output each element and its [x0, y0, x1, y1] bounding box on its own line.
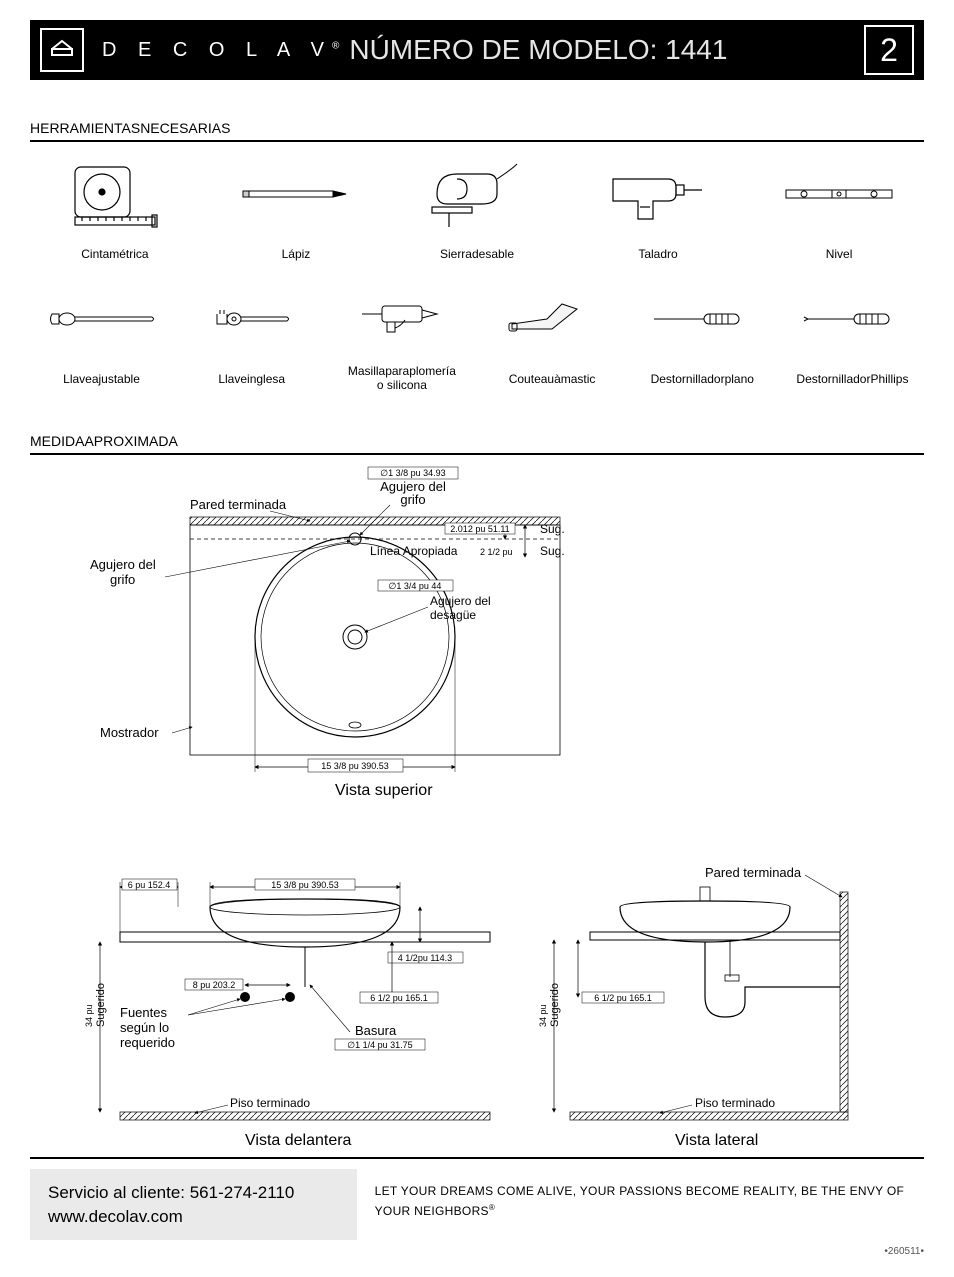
tool-label: Couteauàmastic	[509, 365, 596, 393]
tool-label: Destornilladorplano	[651, 365, 754, 393]
svg-text:Pared terminada: Pared terminada	[190, 497, 287, 512]
header-bar: D E C O L A V® NÚMERO DE MODELO: 1441 2	[30, 20, 924, 80]
adj-wrench-icon	[47, 279, 157, 359]
svg-text:Basura: Basura	[355, 1023, 397, 1038]
tool-label: Cintamétrica	[81, 240, 148, 268]
footer-contact: Servicio al cliente: 561-274-2110 www.de…	[30, 1169, 357, 1241]
level-icon	[784, 154, 894, 234]
svg-text:desagüe: desagüe	[430, 608, 476, 622]
svg-text:6 pu 152.4: 6 pu 152.4	[128, 880, 171, 890]
phillips-screwdriver-icon	[802, 279, 902, 359]
svg-text:Sugerido: Sugerido	[549, 983, 561, 1027]
svg-text:Línea Apropiada: Línea Apropiada	[370, 544, 458, 558]
svg-text:Agujero del: Agujero del	[430, 594, 491, 608]
tool-tape: Cintamétrica	[30, 154, 200, 268]
tool-label: Nivel	[826, 240, 853, 268]
section-measure-title: MEDIDAAPROXIMADA	[30, 433, 924, 455]
svg-text:2 1/2 pu: 2 1/2 pu	[480, 547, 513, 557]
logo-icon	[40, 28, 84, 72]
pencil-icon	[241, 154, 351, 234]
section-tools-title: HERRAMIENTASNECESARIAS	[30, 120, 924, 142]
svg-text:Vista lateral: Vista lateral	[675, 1132, 758, 1149]
tool-label: Llaveajustable	[63, 365, 140, 393]
svg-text:requerido: requerido	[120, 1035, 175, 1050]
pipe-wrench-icon	[212, 279, 292, 359]
svg-text:6 1/2 pu 165.1: 6 1/2 pu 165.1	[370, 993, 428, 1003]
svg-text:6 1/2 pu 165.1: 6 1/2 pu 165.1	[594, 993, 652, 1003]
caulk-gun-icon	[357, 278, 447, 358]
model-number: NÚMERO DE MODELO: 1441	[349, 34, 727, 66]
svg-text:grifo: grifo	[400, 492, 425, 507]
footer: Servicio al cliente: 561-274-2110 www.de…	[30, 1157, 924, 1258]
svg-text:34 pu: 34 pu	[84, 1004, 94, 1027]
svg-text:Pared terminada: Pared terminada	[705, 865, 802, 880]
footer-tagline: LET YOUR DREAMS COME ALIVE, YOUR PASSION…	[357, 1169, 924, 1241]
svg-text:Sug.: Sug.	[540, 544, 565, 558]
svg-text:Agujero del: Agujero del	[90, 557, 156, 572]
flat-screwdriver-icon	[652, 279, 752, 359]
diagram-area: 15 3/8 pu 390.53 Pared terminada ∅1 3/8 …	[30, 467, 924, 1147]
svg-text:34 pu: 34 pu	[538, 1004, 548, 1027]
svg-text:Sugerido: Sugerido	[95, 983, 107, 1027]
svg-text:15 3/8 pu 390.53: 15 3/8 pu 390.53	[321, 761, 389, 771]
jigsaw-icon	[427, 154, 527, 234]
tool-phillips-screwdriver: DestornilladorPhillips	[781, 278, 924, 393]
document-id: •260511•	[30, 1246, 924, 1257]
brand-name: D E C O L A V®	[102, 39, 339, 62]
svg-text:∅1 3/4 pu 44: ∅1 3/4 pu 44	[389, 581, 442, 591]
svg-text:2.012 pu 51.11: 2.012 pu 51.11	[450, 524, 509, 534]
svg-text:Vista delantera: Vista delantera	[245, 1132, 352, 1149]
tool-label: DestornilladorPhillips	[796, 365, 908, 393]
tape-measure-icon	[70, 154, 160, 234]
svg-text:∅1 1/4 pu 31.75: ∅1 1/4 pu 31.75	[347, 1040, 412, 1050]
svg-text:Fuentes: Fuentes	[120, 1005, 167, 1020]
svg-text:Mostrador: Mostrador	[100, 725, 159, 740]
tool-adj-wrench: Llaveajustable	[30, 278, 173, 393]
tool-pipe-wrench: Llaveinglesa	[180, 278, 323, 393]
tool-jigsaw: Sierradesable	[392, 154, 562, 268]
tools-grid: Cintamétrica Lápiz Sierradesable Taladro	[30, 154, 924, 403]
drill-icon	[608, 154, 708, 234]
tool-level: Nivel	[754, 154, 924, 268]
tool-label: Masillaparaplomería o silicona	[348, 364, 456, 393]
tool-pencil: Lápiz	[211, 154, 381, 268]
svg-text:Sug.: Sug.	[540, 522, 565, 536]
tool-label: Taladro	[638, 240, 677, 268]
tool-putty-knife: Couteauàmastic	[481, 278, 624, 393]
tool-label: Lápiz	[282, 240, 311, 268]
website-url: www.decolav.com	[48, 1205, 339, 1229]
svg-text:según lo: según lo	[120, 1020, 169, 1035]
svg-text:Piso terminado: Piso terminado	[230, 1096, 310, 1110]
svg-text:grifo: grifo	[110, 572, 135, 587]
tool-drill: Taladro	[573, 154, 743, 268]
customer-service: Servicio al cliente: 561-274-2110	[48, 1181, 339, 1205]
tool-label: Sierradesable	[440, 240, 514, 268]
svg-text:4 1/2pu 114.3: 4 1/2pu 114.3	[398, 953, 452, 963]
tool-flat-screwdriver: Destornilladorplano	[631, 278, 774, 393]
svg-text:8 pu 203.2: 8 pu 203.2	[193, 980, 236, 990]
svg-text:∅1 3/8 pu 34.93: ∅1 3/8 pu 34.93	[380, 468, 445, 478]
svg-text:15 3/8 pu 390.53: 15 3/8 pu 390.53	[271, 880, 339, 890]
svg-text:Piso terminado: Piso terminado	[695, 1096, 775, 1110]
page-number: 2	[864, 25, 914, 75]
svg-text:Vista superior: Vista superior	[335, 782, 433, 799]
tool-caulk: Masillaparaplomería o silicona	[330, 278, 473, 393]
putty-knife-icon	[507, 279, 597, 359]
tool-label: Llaveinglesa	[218, 365, 285, 393]
